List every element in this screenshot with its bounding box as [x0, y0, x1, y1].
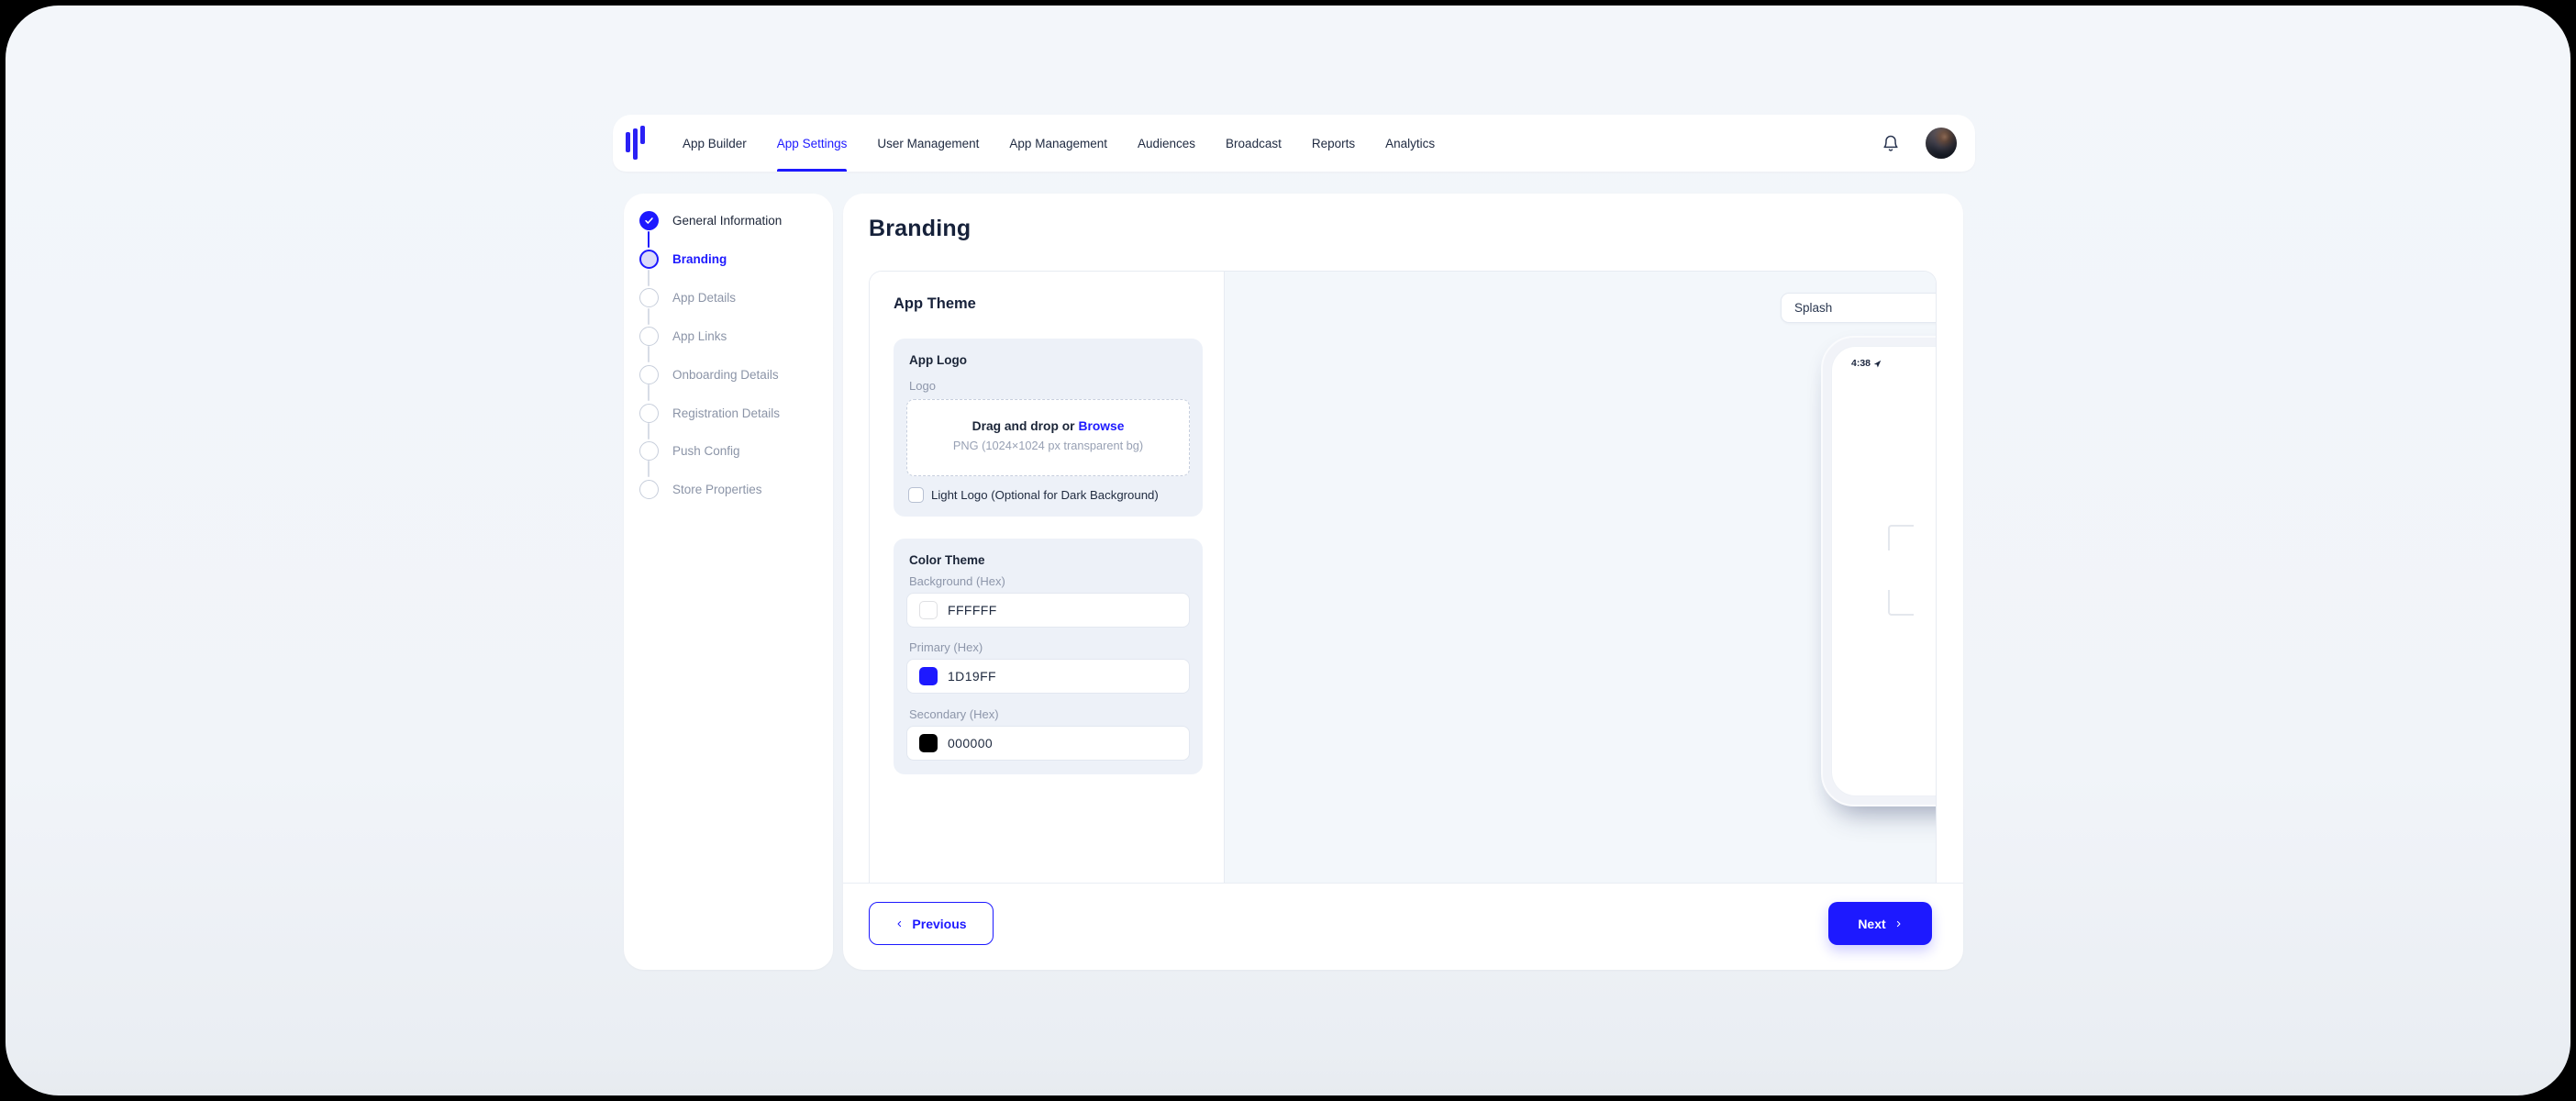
app-window: App Builder App Settings User Management… — [6, 6, 2570, 1095]
branding-content-card: Branding App Theme App Logo Logo Drag an… — [843, 194, 1963, 970]
logo-bar-icon — [626, 132, 630, 152]
step-current-dot — [638, 249, 659, 269]
top-navbar: App Builder App Settings User Management… — [613, 115, 1975, 172]
dropzone-hint: PNG (1024×1024 px transparent bg) — [952, 439, 1144, 452]
previous-button[interactable]: Previous — [869, 902, 994, 945]
chevron-right-icon — [1896, 920, 1901, 927]
screen-select-value: Splash — [1794, 301, 1833, 315]
check-icon — [644, 217, 653, 224]
bell-icon[interactable] — [1880, 132, 1902, 154]
color-theme-title: Color Theme — [909, 553, 985, 567]
step-connector — [648, 423, 650, 439]
phone-screen: 4:38 — [1831, 346, 1936, 796]
phone-status-time: 4:38 — [1851, 358, 1882, 369]
sidebar-item-app-links[interactable]: App Links — [624, 326, 824, 346]
section-title: App Theme — [894, 295, 976, 312]
light-logo-checkbox-row: Light Logo (Optional for Dark Background… — [908, 487, 1159, 503]
nav-item-analytics[interactable]: Analytics — [1385, 136, 1436, 150]
next-button[interactable]: Next — [1828, 902, 1932, 945]
secondary-hex-input[interactable] — [948, 736, 1149, 751]
app-theme-form-column: App Theme App Logo Logo Drag and drop or… — [870, 272, 1224, 883]
logo-field-label: Logo — [909, 379, 936, 393]
nav-item-audiences[interactable]: Audiences — [1138, 136, 1196, 150]
sidebar-item-branding[interactable]: Branding — [624, 249, 824, 269]
nav-item-reports[interactable]: Reports — [1311, 136, 1356, 150]
secondary-color-swatch — [919, 734, 938, 752]
background-hex-input[interactable] — [948, 603, 1149, 617]
logo-bar-icon — [633, 128, 638, 160]
light-logo-label: Light Logo (Optional for Dark Background… — [931, 488, 1159, 502]
settings-stepper-sidebar: General Information Branding App Details… — [624, 194, 833, 970]
preview-column: Splash 4:38 — [1224, 272, 1936, 883]
sidebar-item-onboarding-details[interactable]: Onboarding Details — [624, 364, 824, 384]
placeholder-corner — [1888, 590, 1914, 616]
image-placeholder-brackets — [1888, 525, 1936, 616]
nav-item-app-management[interactable]: App Management — [1009, 136, 1107, 150]
background-hex-inputwrap — [906, 593, 1190, 628]
navbar-right — [1880, 115, 1957, 172]
app-logo-card: App Logo Logo Drag and drop or Browse PNG… — [894, 339, 1203, 517]
background-color-swatch — [919, 601, 938, 619]
primary-hex-input[interactable] — [948, 669, 1149, 684]
step-completed-dot — [638, 210, 659, 230]
primary-hex-label: Primary (Hex) — [909, 640, 983, 654]
app-logo-title: App Logo — [909, 353, 967, 367]
step-dot — [638, 479, 659, 499]
browse-link[interactable]: Browse — [1078, 419, 1125, 433]
preview-screen-select[interactable]: Splash — [1781, 293, 1936, 323]
nav-item-app-builder[interactable]: App Builder — [683, 136, 747, 150]
step-connector — [648, 231, 650, 248]
nav-item-app-settings[interactable]: App Settings — [776, 115, 847, 172]
page-title: Branding — [869, 216, 972, 241]
step-connector — [648, 270, 650, 286]
color-theme-card: Color Theme Background (Hex) Primary (He… — [894, 539, 1203, 774]
logo-dropzone[interactable]: Drag and drop or Browse PNG (1024×1024 px… — [906, 399, 1190, 476]
step-connector — [648, 384, 650, 401]
brand-logo[interactable] — [626, 126, 646, 161]
sidebar-item-registration-details[interactable]: Registration Details — [624, 403, 824, 423]
step-dot — [638, 326, 659, 346]
dropzone-text: Drag and drop or Browse — [972, 419, 1125, 433]
sidebar-item-general-information[interactable]: General Information — [624, 210, 824, 230]
chevron-left-icon — [897, 920, 902, 927]
step-connector — [648, 346, 650, 362]
sidebar-item-store-properties[interactable]: Store Properties — [624, 479, 824, 499]
nav-item-broadcast[interactable]: Broadcast — [1226, 136, 1282, 150]
step-dot — [638, 440, 659, 461]
nav-item-user-management[interactable]: User Management — [877, 136, 980, 150]
secondary-hex-inputwrap — [906, 726, 1190, 761]
placeholder-corner — [1888, 525, 1914, 550]
phone-mockup: 4:38 — [1821, 336, 1936, 806]
light-logo-checkbox[interactable] — [908, 487, 924, 503]
background-hex-label: Background (Hex) — [909, 574, 1005, 588]
primary-color-swatch — [919, 667, 938, 685]
nav-menu: App Builder App Settings User Management… — [683, 115, 1435, 172]
user-avatar[interactable] — [1926, 128, 1957, 159]
sidebar-item-app-details[interactable]: App Details — [624, 287, 824, 307]
step-connector — [648, 461, 650, 477]
logo-bar-icon — [640, 126, 645, 144]
step-dot — [638, 287, 659, 307]
step-dot — [638, 364, 659, 384]
app-theme-panel: App Theme App Logo Logo Drag and drop or… — [869, 271, 1937, 883]
step-connector — [648, 308, 650, 325]
footer-divider — [843, 883, 1963, 884]
secondary-hex-label: Secondary (Hex) — [909, 707, 999, 721]
location-arrow-icon — [1873, 360, 1882, 367]
sidebar-item-push-config[interactable]: Push Config — [624, 440, 824, 461]
primary-hex-inputwrap — [906, 659, 1190, 694]
step-dot — [638, 403, 659, 423]
